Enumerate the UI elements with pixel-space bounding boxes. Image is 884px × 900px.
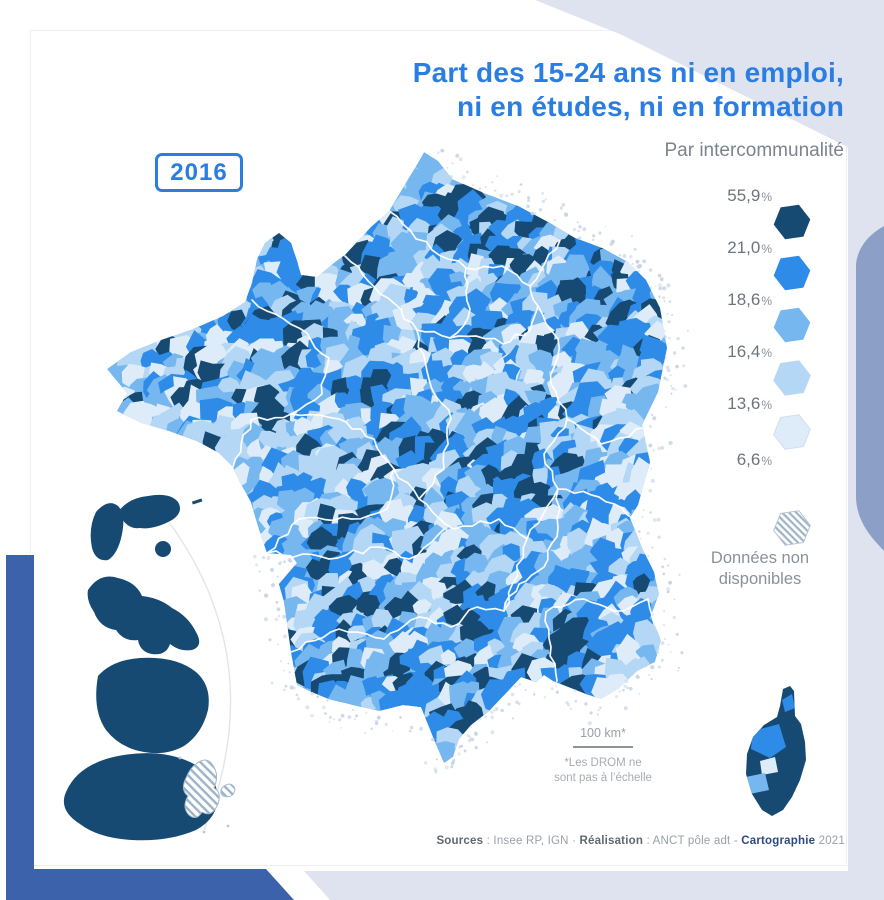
legend-hex-class4 <box>772 358 812 398</box>
no-data-label: Données non disponibles <box>710 549 810 588</box>
scale-label: 100 km* <box>580 726 626 740</box>
legend-value-6: 6,6% <box>736 450 772 469</box>
title-line-1: Part des 15-24 ans ni en emploi, <box>412 57 844 88</box>
no-data-hexagon-icon <box>773 510 811 546</box>
legend-hex-class3 <box>772 305 812 345</box>
page-title: Part des 15-24 ans ni en emploi, ni en é… <box>413 56 844 124</box>
legend-hex-class2 <box>772 253 812 293</box>
legend-hex-no-data <box>772 508 812 548</box>
scale-bar: 100 km* *Les DROM ne sont pas à l’échell… <box>520 726 686 786</box>
legend-value-3: 18,6% <box>727 290 772 309</box>
year-badge: 2016 <box>155 153 243 192</box>
realisation-label: Réalisation <box>579 835 644 847</box>
hexagon-swatch-icon <box>773 204 811 240</box>
source-line: Sources : Insee RP, IGN · Réalisation : … <box>436 835 845 847</box>
legend-value-4: 16,4% <box>727 342 772 361</box>
hexagon-swatch-icon <box>773 414 811 450</box>
legend-value-5: 13,6% <box>727 394 772 413</box>
map-legend: 55,9% 21,0% 18,6% 16,4% 13,6% 6,6% Donné… <box>660 180 860 610</box>
legend-hex-class1 <box>772 202 812 242</box>
title-line-2: ni en études, ni en formation <box>457 91 844 122</box>
cartographie-label: Cartographie <box>741 835 816 847</box>
sources-label: Sources <box>436 835 484 847</box>
scale-line <box>573 746 633 748</box>
scale-note: *Les DROM ne sont pas à l’échelle <box>554 757 652 784</box>
legend-value-2: 21,0% <box>727 238 772 257</box>
hexagon-swatch-icon <box>773 360 811 396</box>
subtitle: Par intercommunalité <box>664 140 844 161</box>
legend-hex-class5 <box>772 412 812 452</box>
hexagon-swatch-icon <box>773 255 811 291</box>
deco-lavender-bottom-strip <box>304 871 884 900</box>
deco-muted-blue-shape <box>856 226 884 551</box>
legend-value-1: 55,9% <box>727 186 772 205</box>
hexagon-swatch-icon <box>773 307 811 343</box>
